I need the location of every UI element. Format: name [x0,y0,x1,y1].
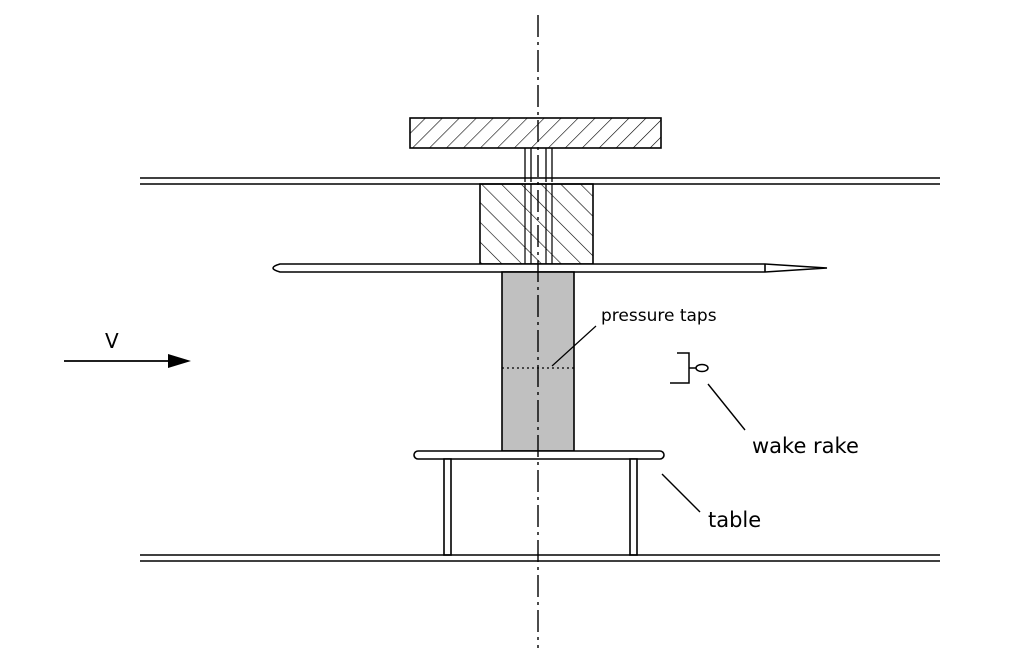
table [413,450,665,556]
wake-rake-probe [670,352,709,384]
mounting-shaft [524,148,553,182]
table-label: table [708,508,761,532]
top-tunnel-wall [140,177,940,185]
top-turntable-plate [409,117,662,149]
bottom-tunnel-wall [140,554,940,562]
velocity-label: V [105,329,119,353]
wake-rake-leader [707,383,746,431]
pressure-taps-label: pressure taps [601,306,717,326]
wake-rake-label: wake rake [752,434,859,458]
velocity-arrow [64,354,191,368]
table-leader [661,473,701,513]
hatched-mounting-block [479,183,594,265]
upper-splitter-plate [272,263,828,273]
